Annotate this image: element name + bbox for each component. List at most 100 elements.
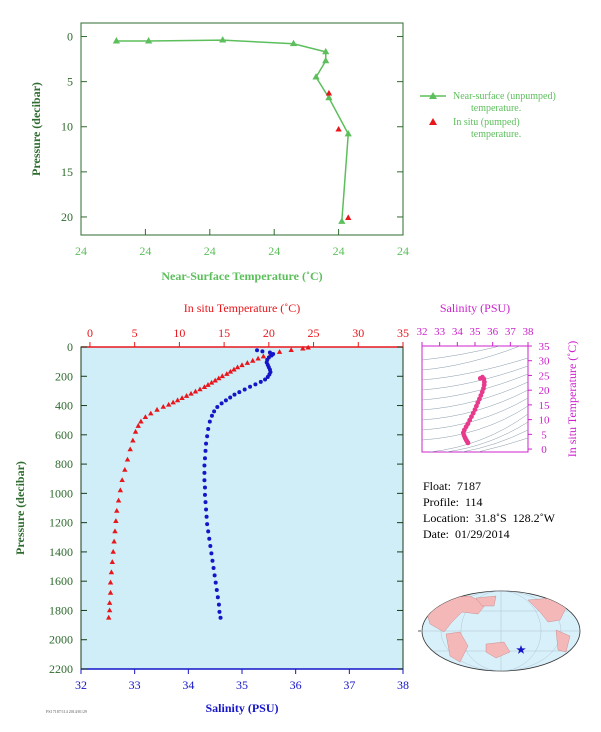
legend-marker-unpumped <box>429 92 437 99</box>
near-surface-y-tick-label: 0 <box>67 30 73 44</box>
salinity-point <box>216 602 221 607</box>
temperature-point <box>107 589 114 595</box>
near-surface-unpumped-point <box>112 37 121 44</box>
ts-y-tick-label: 25 <box>539 370 551 382</box>
salinity-point <box>258 379 263 384</box>
near-surface-x-tick-label: 24 <box>397 244 409 258</box>
temperature-point <box>132 428 139 434</box>
salinity-point <box>214 587 219 592</box>
near-surface-plot-frame <box>80 22 404 236</box>
near-surface-x-tick-label: 24 <box>268 244 280 258</box>
profile-temperature-tick-label: 0 <box>87 326 93 340</box>
footnote: FSI 7187/114 2014/01/29 <box>46 709 87 714</box>
float-location-marker <box>516 645 526 654</box>
ts-y-tick-label: 15 <box>539 400 551 412</box>
ts-x-ticks: 32 33 34 35 36 37 38 <box>417 326 535 346</box>
profile-salinity-tick-label: 38 <box>397 678 409 692</box>
near-surface-unpumped-point <box>322 47 330 55</box>
temperature-point <box>244 360 251 365</box>
temperature-point <box>197 386 203 392</box>
temperature-point <box>188 390 194 396</box>
profile-top-axis-label: In situ Temperature (˚C) <box>184 301 301 315</box>
salinity-point <box>208 544 213 549</box>
near-surface-unpumped-point <box>338 217 346 224</box>
location: Location: 31.8˚S 128.2˚W <box>423 511 555 525</box>
ts-point <box>465 421 471 427</box>
near-surface-pumped-point <box>325 89 333 96</box>
near-surface-unpumped-point <box>145 37 153 44</box>
profile-y-tick-label: 2000 <box>49 633 73 647</box>
profile-temperature-tick-label: 15 <box>218 326 230 340</box>
temperature-point <box>160 404 166 409</box>
profile-temperature-tick-label: 10 <box>173 326 185 340</box>
profile-salinity-tick-label: 33 <box>129 678 141 692</box>
profile-temperature-ticks: 0 5 10 15 20 25 30 35 <box>87 326 409 347</box>
temperature-point <box>111 538 117 544</box>
near-surface-chart: 0 5 10 15 20 24 24 24 24 24 24 Pressure (decibar)… <box>29 22 556 283</box>
ts-y-tick-label: 10 <box>539 415 551 427</box>
temperature-point <box>110 548 116 554</box>
profile-salinity-tick-label: 37 <box>343 678 355 692</box>
salinity-point <box>215 595 220 600</box>
salinity-point <box>237 390 242 395</box>
temperature-point <box>305 344 311 350</box>
profile-y-tick-label: 2200 <box>49 662 73 676</box>
temperature-point <box>148 410 154 416</box>
temperature-point <box>300 345 306 351</box>
near-surface-x-axis-label: Near-Surface Temperature (˚C) <box>161 269 322 283</box>
ts-y-tick-label: 30 <box>539 356 551 368</box>
temperature-point <box>216 375 222 381</box>
near-surface-legend: Near-surface (unpumped) temperature. In … <box>420 91 556 140</box>
salinity-point <box>202 485 207 490</box>
temperature-point <box>124 456 131 462</box>
ts-density-contours <box>422 346 528 452</box>
temperature-point <box>154 406 160 412</box>
salinity-point <box>248 384 253 389</box>
salinity-point <box>253 382 258 387</box>
salinity-point <box>263 377 268 382</box>
salinity-point <box>202 463 207 468</box>
temperature-point <box>109 559 116 564</box>
salinity-point <box>215 405 220 410</box>
salinity-point <box>207 419 212 424</box>
profile-y-tick-label: 200 <box>55 369 73 383</box>
near-surface-unpumped-line <box>116 39 350 222</box>
profile-salinity-ticks: 32 33 34 35 36 37 38 <box>75 669 409 692</box>
profile-y-tick-label: 0 <box>67 340 73 354</box>
salinity-point <box>210 558 215 563</box>
ts-y-ticks: 0 5 10 15 20 25 30 35 <box>528 341 550 456</box>
profile-y-tick-label: 800 <box>55 457 73 471</box>
salinity-point <box>255 348 260 353</box>
salinity-point <box>202 478 207 483</box>
near-surface-x-ticks: 24 24 24 24 24 24 <box>75 229 409 258</box>
temperature-point <box>288 347 294 353</box>
profile-salinity-tick-label: 32 <box>75 678 87 692</box>
legend-label-pumped-line2: temperature. <box>471 129 521 140</box>
ts-x-tick-label: 38 <box>523 326 535 338</box>
profile-temperature-tick-label: 25 <box>308 326 320 340</box>
near-surface-unpumped-point <box>322 56 330 64</box>
temperature-point <box>130 437 136 443</box>
temperature-point <box>106 614 112 620</box>
near-surface-series <box>112 36 352 224</box>
salinity-point <box>206 426 211 431</box>
salinity-point <box>213 580 218 585</box>
date: Date: 01/29/2014 <box>423 527 510 541</box>
ts-plot-frame <box>421 345 529 453</box>
ts-y-axis-label: In situ Temperature (˚C) <box>565 341 579 458</box>
profile-y-axis-label: Pressure (decibar) <box>13 461 27 555</box>
profile-y-tick-label: 1400 <box>49 545 73 559</box>
temperature-point <box>192 388 199 394</box>
near-surface-y-ticks: 0 5 10 15 20 <box>61 30 403 224</box>
profile-y-tick-label: 1800 <box>49 603 73 617</box>
temperature-point <box>231 366 237 372</box>
near-surface-pumped-point <box>345 214 352 220</box>
salinity-point <box>260 349 265 354</box>
salinity-point <box>218 615 223 620</box>
near-surface-y-tick-label: 5 <box>67 75 73 89</box>
profile-y-tick-label: 600 <box>55 428 73 442</box>
salinity-point <box>204 441 209 446</box>
ts-y-tick-label: 5 <box>541 429 547 441</box>
profile-salinity-tick-label: 34 <box>182 678 194 692</box>
profile-temperature-tick-label: 30 <box>352 326 364 340</box>
